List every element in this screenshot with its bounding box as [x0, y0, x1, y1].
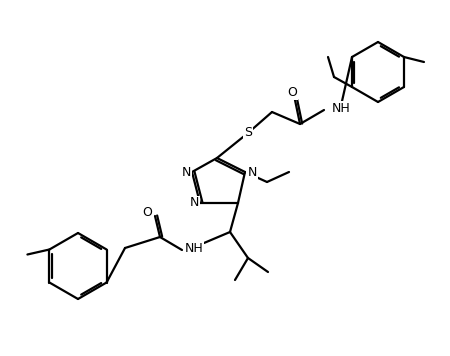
Text: O: O — [287, 85, 297, 99]
Text: NH: NH — [184, 241, 203, 255]
Text: O: O — [142, 205, 152, 219]
Text: N: N — [248, 166, 256, 178]
Text: N: N — [181, 166, 191, 178]
Text: N: N — [189, 197, 199, 209]
Text: S: S — [244, 126, 252, 140]
Text: NH: NH — [332, 101, 351, 115]
